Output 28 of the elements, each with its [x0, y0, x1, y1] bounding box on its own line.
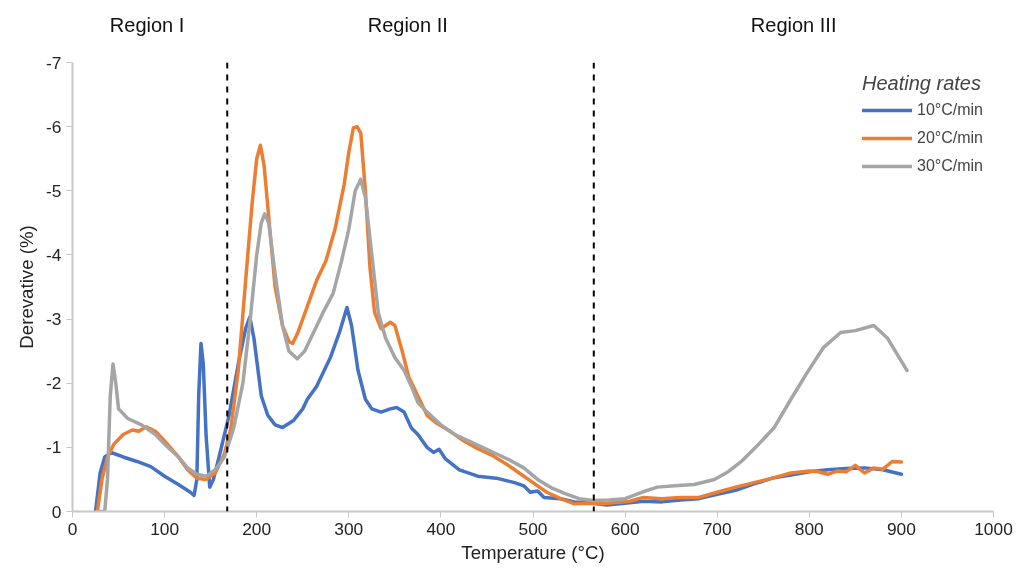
x-tick-label: 1000 — [974, 518, 1013, 539]
y-tick-label: -7 — [46, 52, 62, 73]
y-axis-title: Derevative (%) — [16, 225, 38, 349]
text: Region II — [367, 14, 448, 37]
y-tick-label: -1 — [46, 437, 62, 458]
x-tick-label: 800 — [794, 518, 824, 539]
y-tick-label: 0 — [51, 501, 62, 522]
legend-title: Heating rates — [862, 72, 982, 95]
y-tick-label: -5 — [46, 180, 62, 201]
y-tick-label: -3 — [46, 309, 62, 330]
x-tick-label: 100 — [150, 518, 180, 539]
x-tick-label: 500 — [518, 518, 548, 539]
text: Region I — [109, 14, 185, 37]
x-tick-label: 200 — [242, 518, 272, 539]
y-tick-label: -4 — [46, 244, 62, 265]
y-tick-label: -6 — [46, 116, 62, 137]
legend-label: 10°C/min — [917, 101, 983, 119]
legend-label: 30°C/min — [917, 157, 983, 175]
x-tick-label: 300 — [334, 518, 364, 539]
x-tick-label: 400 — [426, 518, 456, 539]
x-tick-label: 0 — [67, 518, 78, 539]
text: Region III — [750, 14, 837, 37]
legend-label: 20°C/min — [917, 129, 983, 147]
y-tick-label: -2 — [46, 373, 62, 394]
x-tick-label: 700 — [702, 518, 732, 539]
x-tick-label: 900 — [886, 518, 916, 539]
x-tick-label: 600 — [610, 518, 640, 539]
x-axis-title: Temperature (°C) — [461, 541, 605, 563]
